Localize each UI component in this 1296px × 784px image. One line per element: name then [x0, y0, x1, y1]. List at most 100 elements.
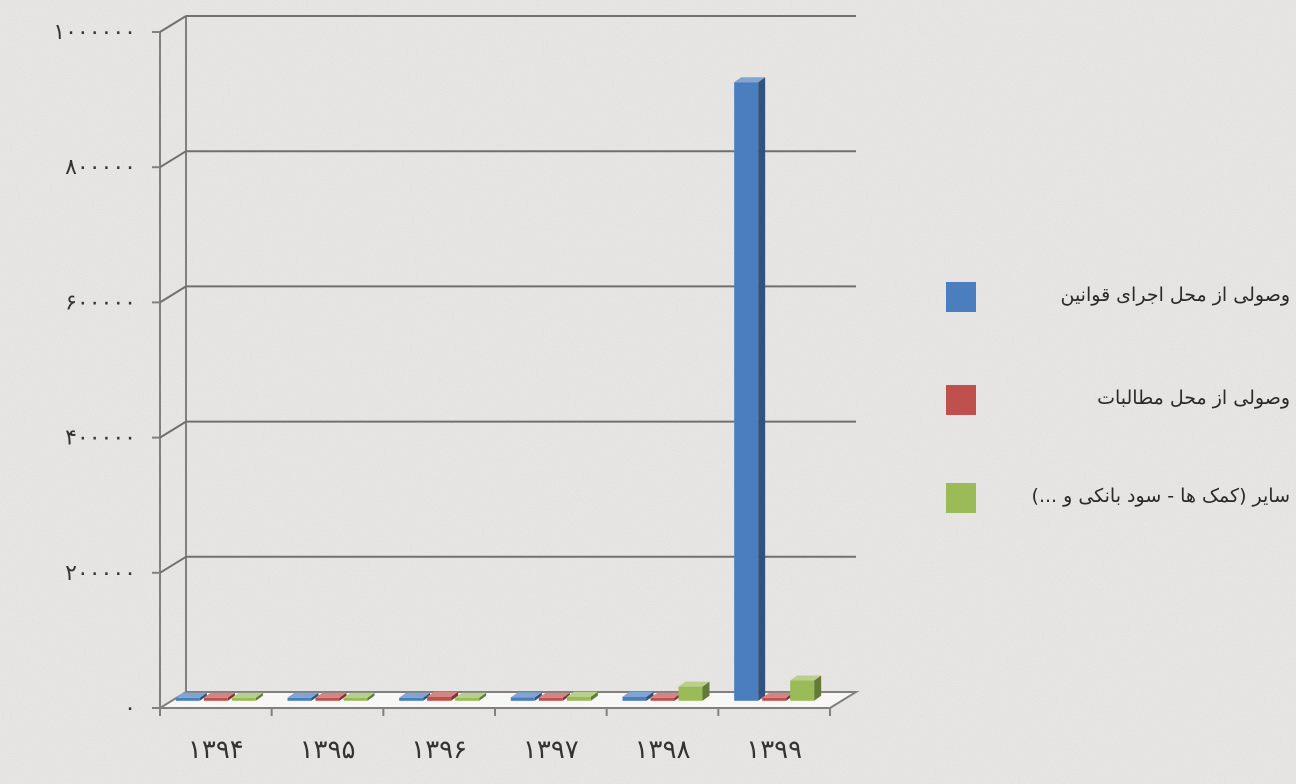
- bar-front: [315, 697, 340, 701]
- y-tick-label: ۰: [124, 696, 136, 721]
- bar-top: [790, 675, 822, 681]
- bar-front: [287, 697, 312, 701]
- bar-side: [479, 692, 487, 701]
- bar-top: [315, 692, 347, 698]
- bar-side: [758, 77, 766, 701]
- y-tick-labels: ۰ ۲۰۰۰۰۰ ۴۰۰۰۰۰ ۶۰۰۰۰۰ ۸۰۰۰۰۰ ۱۰۰۰۰۰۰: [53, 20, 136, 721]
- bar: [343, 692, 375, 701]
- bar-top: [455, 692, 487, 698]
- bar-top: [287, 692, 319, 698]
- gridline-diag: [159, 150, 187, 169]
- x-tick-label: ۱۳۹۵: [300, 735, 356, 765]
- bar-front: [343, 697, 368, 701]
- bar-side: [451, 691, 459, 701]
- legend-item-laws: وصولی از محل اجرای قوانین: [930, 280, 1290, 316]
- legend-item-other: سایر (کمک ها - سود بانکی و ...): [930, 481, 1290, 517]
- bar: [622, 691, 654, 701]
- bar-top: [427, 691, 459, 697]
- gridline-diag: [159, 285, 187, 304]
- gridline-diag: [159, 15, 187, 33]
- bar-top: [399, 692, 431, 698]
- bar: [455, 692, 487, 701]
- bar: [203, 692, 235, 701]
- x-tick-label: ۱۳۹۹: [746, 735, 802, 765]
- bar-front: [203, 697, 228, 701]
- bar-front: [734, 82, 759, 701]
- y-tick-label: ۸۰۰۰۰۰: [65, 155, 136, 180]
- bar-front: [455, 697, 480, 701]
- y-tick-label: ۴۰۰۰۰۰: [65, 426, 136, 451]
- bar: [231, 692, 263, 701]
- legend-swatch-other: [946, 483, 976, 513]
- bar: [315, 692, 347, 701]
- bar-top: [343, 692, 375, 698]
- bar: [510, 692, 542, 701]
- bar-top: [538, 692, 570, 698]
- bar-side: [646, 691, 654, 701]
- y-tick-label: ۲۰۰۰۰۰: [65, 561, 136, 586]
- y-tick-label: ۱۰۰۰۰۰۰: [53, 20, 136, 45]
- bar-front: [538, 697, 563, 701]
- bar-front: [231, 697, 256, 701]
- bar-front: [175, 697, 200, 701]
- bar-top: [175, 692, 207, 698]
- bar-side: [590, 691, 598, 701]
- bar-side: [534, 692, 542, 701]
- bar-front: [510, 697, 535, 701]
- y-tick-label: ۶۰۰۰۰۰: [65, 290, 136, 315]
- bar-side: [702, 681, 710, 701]
- bar-front: [399, 697, 424, 701]
- legend-label-claims: وصولی از محل مطالبات: [1097, 387, 1290, 409]
- bar-front: [790, 680, 815, 701]
- bar-front: [678, 686, 703, 701]
- bar-top: [650, 692, 682, 698]
- x-tick-labels: ۱۳۹۴ ۱۳۹۵ ۱۳۹۶ ۱۳۹۷ ۱۳۹۸ ۱۳۹۹: [188, 735, 802, 765]
- legend-label-laws: وصولی از محل اجرای قوانین: [1060, 284, 1290, 306]
- bar-front: [622, 696, 647, 701]
- bar: [399, 692, 431, 701]
- bar: [790, 675, 822, 701]
- bar-side: [423, 692, 431, 701]
- bar-front: [566, 696, 591, 701]
- bar-side: [562, 692, 570, 701]
- bar-top: [678, 681, 710, 687]
- bar: [566, 691, 598, 701]
- bar-front: [650, 697, 675, 701]
- bar-top: [622, 691, 654, 697]
- bar-top: [566, 691, 598, 697]
- bar-side: [367, 692, 375, 701]
- bar-top: [231, 692, 263, 698]
- bar-front: [762, 697, 787, 701]
- bar-top: [510, 692, 542, 698]
- bars: [175, 77, 822, 701]
- bar-side: [339, 692, 347, 701]
- x-tick-label: ۱۳۹۸: [635, 735, 691, 765]
- legend-item-claims: وصولی از محل مطالبات: [930, 383, 1290, 419]
- x-tick-label: ۱۳۹۶: [411, 735, 467, 765]
- legend-swatch-laws: [946, 282, 976, 312]
- bar: [734, 77, 766, 701]
- gridline-diag: [159, 555, 187, 574]
- bar: [678, 681, 710, 701]
- bar-top: [734, 77, 766, 83]
- bar: [538, 692, 570, 701]
- bar-side: [814, 675, 822, 701]
- bar-front: [427, 696, 452, 701]
- bar-side: [255, 692, 263, 701]
- x-tick-label: ۱۳۹۴: [188, 735, 244, 765]
- legend-label-other: سایر (کمک ها - سود بانکی و ...): [1031, 485, 1290, 507]
- bar-top: [203, 692, 235, 698]
- bar: [427, 691, 459, 701]
- chart-legend: وصولی از محل اجرای قوانین وصولی از محل م…: [930, 280, 1290, 520]
- bar-side: [199, 692, 207, 701]
- x-tick-label: ۱۳۹۷: [523, 735, 579, 765]
- bar-side: [227, 692, 235, 701]
- gridline-diag: [159, 420, 187, 439]
- bar-side: [311, 692, 319, 701]
- legend-swatch-claims: [946, 385, 976, 415]
- bar-top: [762, 692, 794, 698]
- bar: [287, 692, 319, 701]
- bar: [175, 692, 207, 701]
